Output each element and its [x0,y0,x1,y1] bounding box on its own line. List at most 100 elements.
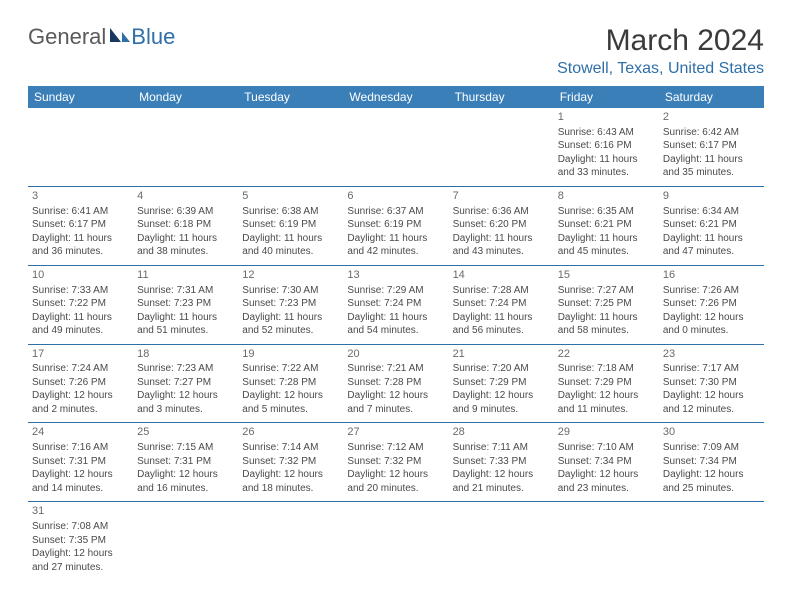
daylight-text: Daylight: 12 hours and 16 minutes. [137,468,234,495]
calendar-cell: 7Sunrise: 6:36 AMSunset: 6:20 PMDaylight… [449,186,554,265]
calendar-cell: 27Sunrise: 7:12 AMSunset: 7:32 PMDayligh… [343,423,448,502]
calendar-cell: 14Sunrise: 7:28 AMSunset: 7:24 PMDayligh… [449,265,554,344]
sunrise-text: Sunrise: 7:10 AM [558,441,655,455]
calendar-cell: 18Sunrise: 7:23 AMSunset: 7:27 PMDayligh… [133,344,238,423]
day-number: 16 [663,268,760,283]
sunset-text: Sunset: 7:30 PM [663,376,760,390]
sunset-text: Sunset: 6:17 PM [663,139,760,153]
sunrise-text: Sunrise: 7:14 AM [242,441,339,455]
calendar-cell [133,108,238,186]
calendar-cell: 16Sunrise: 7:26 AMSunset: 7:26 PMDayligh… [659,265,764,344]
sunrise-text: Sunrise: 7:29 AM [347,284,444,298]
day-header: Friday [554,86,659,108]
day-number: 24 [32,425,129,440]
sunset-text: Sunset: 7:29 PM [453,376,550,390]
daylight-text: Daylight: 11 hours and 38 minutes. [137,232,234,259]
calendar-row: 31Sunrise: 7:08 AMSunset: 7:35 PMDayligh… [28,502,764,580]
daylight-text: Daylight: 11 hours and 54 minutes. [347,311,444,338]
sunset-text: Sunset: 7:24 PM [453,297,550,311]
sunrise-text: Sunrise: 7:20 AM [453,362,550,376]
sunrise-text: Sunrise: 6:41 AM [32,205,129,219]
calendar-cell [449,502,554,580]
location: Stowell, Texas, United States [557,60,764,78]
calendar-cell [343,108,448,186]
logo-text-general: General [28,24,106,50]
day-number: 4 [137,189,234,204]
day-header: Sunday [28,86,133,108]
sunset-text: Sunset: 6:16 PM [558,139,655,153]
sunset-text: Sunset: 7:22 PM [32,297,129,311]
sunset-text: Sunset: 7:25 PM [558,297,655,311]
sunset-text: Sunset: 7:31 PM [137,455,234,469]
day-number: 21 [453,347,550,362]
sunset-text: Sunset: 7:24 PM [347,297,444,311]
calendar-cell: 13Sunrise: 7:29 AMSunset: 7:24 PMDayligh… [343,265,448,344]
calendar-cell: 31Sunrise: 7:08 AMSunset: 7:35 PMDayligh… [28,502,133,580]
day-number: 13 [347,268,444,283]
sunset-text: Sunset: 6:21 PM [558,218,655,232]
sunset-text: Sunset: 7:33 PM [453,455,550,469]
calendar-row: 17Sunrise: 7:24 AMSunset: 7:26 PMDayligh… [28,344,764,423]
day-number: 28 [453,425,550,440]
calendar-cell [238,502,343,580]
day-number: 2 [663,110,760,125]
sunset-text: Sunset: 6:21 PM [663,218,760,232]
daylight-text: Daylight: 12 hours and 5 minutes. [242,389,339,416]
daylight-text: Daylight: 11 hours and 52 minutes. [242,311,339,338]
day-number: 8 [558,189,655,204]
daylight-text: Daylight: 12 hours and 20 minutes. [347,468,444,495]
calendar-cell: 22Sunrise: 7:18 AMSunset: 7:29 PMDayligh… [554,344,659,423]
day-number: 29 [558,425,655,440]
sunrise-text: Sunrise: 7:11 AM [453,441,550,455]
calendar-cell: 9Sunrise: 6:34 AMSunset: 6:21 PMDaylight… [659,186,764,265]
daylight-text: Daylight: 12 hours and 7 minutes. [347,389,444,416]
sunrise-text: Sunrise: 7:30 AM [242,284,339,298]
calendar-cell: 25Sunrise: 7:15 AMSunset: 7:31 PMDayligh… [133,423,238,502]
daylight-text: Daylight: 11 hours and 40 minutes. [242,232,339,259]
day-number: 18 [137,347,234,362]
day-header: Tuesday [238,86,343,108]
sunrise-text: Sunrise: 7:21 AM [347,362,444,376]
day-number: 11 [137,268,234,283]
daylight-text: Daylight: 11 hours and 49 minutes. [32,311,129,338]
calendar-cell: 28Sunrise: 7:11 AMSunset: 7:33 PMDayligh… [449,423,554,502]
day-number: 17 [32,347,129,362]
daylight-text: Daylight: 12 hours and 0 minutes. [663,311,760,338]
calendar-cell: 17Sunrise: 7:24 AMSunset: 7:26 PMDayligh… [28,344,133,423]
sunrise-text: Sunrise: 7:33 AM [32,284,129,298]
calendar-row: 24Sunrise: 7:16 AMSunset: 7:31 PMDayligh… [28,423,764,502]
calendar-cell: 19Sunrise: 7:22 AMSunset: 7:28 PMDayligh… [238,344,343,423]
calendar-cell: 21Sunrise: 7:20 AMSunset: 7:29 PMDayligh… [449,344,554,423]
calendar-cell: 11Sunrise: 7:31 AMSunset: 7:23 PMDayligh… [133,265,238,344]
sunset-text: Sunset: 7:31 PM [32,455,129,469]
calendar-cell: 23Sunrise: 7:17 AMSunset: 7:30 PMDayligh… [659,344,764,423]
calendar-table: SundayMondayTuesdayWednesdayThursdayFrid… [28,86,764,580]
sunrise-text: Sunrise: 7:22 AM [242,362,339,376]
sunset-text: Sunset: 6:20 PM [453,218,550,232]
header: General Blue March 2024 Stowell, Texas, … [28,24,764,78]
day-number: 6 [347,189,444,204]
calendar-cell [659,502,764,580]
calendar-cell: 6Sunrise: 6:37 AMSunset: 6:19 PMDaylight… [343,186,448,265]
calendar-cell: 1Sunrise: 6:43 AMSunset: 6:16 PMDaylight… [554,108,659,186]
daylight-text: Daylight: 12 hours and 12 minutes. [663,389,760,416]
sunrise-text: Sunrise: 6:39 AM [137,205,234,219]
calendar-cell: 30Sunrise: 7:09 AMSunset: 7:34 PMDayligh… [659,423,764,502]
calendar-cell: 4Sunrise: 6:39 AMSunset: 6:18 PMDaylight… [133,186,238,265]
sunrise-text: Sunrise: 7:18 AM [558,362,655,376]
calendar-cell [28,108,133,186]
logo-text-blue: Blue [131,24,175,50]
sunrise-text: Sunrise: 6:37 AM [347,205,444,219]
day-header-row: SundayMondayTuesdayWednesdayThursdayFrid… [28,86,764,108]
sunset-text: Sunset: 6:19 PM [242,218,339,232]
calendar-row: 1Sunrise: 6:43 AMSunset: 6:16 PMDaylight… [28,108,764,186]
calendar-cell [133,502,238,580]
sunrise-text: Sunrise: 7:16 AM [32,441,129,455]
calendar-cell [343,502,448,580]
sunrise-text: Sunrise: 6:34 AM [663,205,760,219]
day-number: 14 [453,268,550,283]
daylight-text: Daylight: 12 hours and 21 minutes. [453,468,550,495]
calendar-cell: 2Sunrise: 6:42 AMSunset: 6:17 PMDaylight… [659,108,764,186]
day-number: 10 [32,268,129,283]
day-number: 20 [347,347,444,362]
